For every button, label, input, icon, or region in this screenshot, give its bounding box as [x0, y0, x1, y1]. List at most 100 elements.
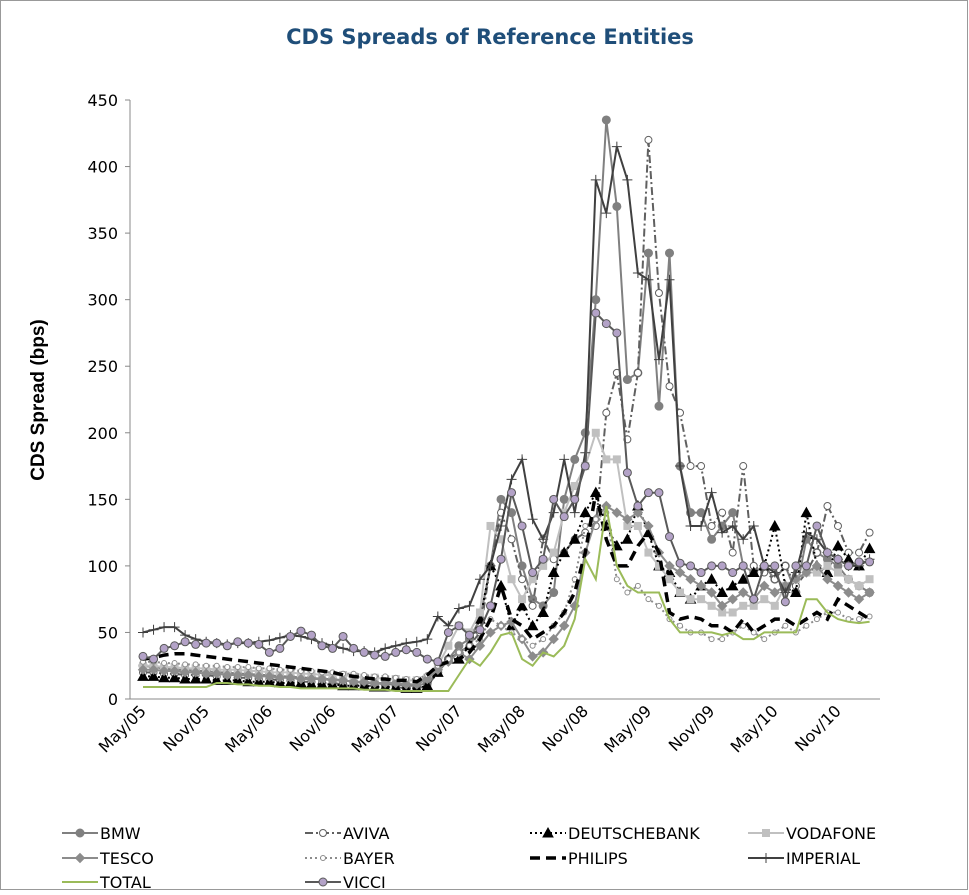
marker: [528, 568, 538, 578]
legend-item: VODAFONE: [748, 824, 876, 843]
marker: [295, 673, 307, 685]
marker: [285, 672, 296, 683]
marker: [507, 535, 516, 544]
marker: [622, 514, 633, 525]
marker: [737, 573, 750, 584]
marker: [853, 593, 865, 605]
marker: [264, 647, 274, 657]
marker: [275, 643, 285, 653]
marker: [654, 488, 664, 498]
marker: [485, 560, 496, 571]
marker: [601, 115, 611, 125]
marker: [854, 557, 864, 567]
marker: [654, 289, 663, 298]
legend-item: AVIVA: [305, 824, 390, 843]
legend-item: VICCI: [305, 873, 386, 892]
marker: [653, 354, 664, 365]
marker: [306, 673, 317, 685]
y-tick-label: 400: [87, 158, 118, 177]
marker: [568, 533, 581, 544]
marker: [865, 557, 875, 567]
marker: [148, 664, 159, 675]
marker: [612, 328, 622, 338]
marker: [549, 494, 559, 504]
marker: [474, 640, 486, 651]
marker: [705, 573, 718, 584]
marker: [643, 274, 654, 285]
marker: [540, 636, 547, 643]
marker: [677, 622, 684, 629]
legend-marker: [318, 877, 328, 887]
marker: [232, 669, 243, 681]
marker: [622, 468, 632, 478]
marker: [633, 521, 642, 530]
marker: [466, 642, 473, 649]
marker: [582, 522, 589, 529]
marker: [863, 542, 876, 554]
marker: [474, 574, 485, 585]
marker: [159, 643, 169, 653]
marker: [516, 599, 528, 611]
marker: [621, 533, 634, 544]
marker: [191, 639, 201, 649]
marker: [697, 595, 706, 604]
marker: [632, 268, 643, 279]
marker: [337, 675, 349, 686]
marker: [644, 135, 653, 144]
marker: [464, 630, 474, 640]
marker: [570, 494, 580, 504]
marker: [749, 594, 759, 604]
marker: [718, 508, 727, 517]
marker: [264, 635, 275, 646]
legend-marker: [542, 826, 554, 838]
marker: [537, 606, 549, 617]
y-tick-label: 150: [87, 490, 118, 509]
marker: [654, 401, 664, 411]
marker: [811, 560, 823, 572]
chart-title: CDS Spreads of Reference Entities: [286, 25, 694, 49]
marker: [591, 295, 601, 305]
marker: [401, 645, 411, 655]
marker: [719, 636, 726, 643]
marker: [601, 208, 612, 219]
marker: [800, 506, 813, 518]
marker: [591, 428, 600, 437]
marker: [633, 368, 642, 377]
marker: [665, 575, 674, 584]
marker: [475, 625, 485, 635]
marker: [727, 520, 738, 531]
marker: [517, 521, 527, 531]
marker: [211, 668, 222, 679]
marker: [338, 631, 348, 641]
marker: [485, 627, 496, 638]
marker: [338, 643, 349, 654]
marker: [611, 507, 623, 518]
marker: [590, 174, 601, 185]
marker: [591, 308, 601, 318]
marker: [559, 494, 569, 504]
marker: [169, 665, 180, 677]
marker: [822, 548, 832, 558]
marker: [349, 643, 359, 653]
legend-label: PHILIPS: [568, 849, 628, 868]
legend-label: BAYER: [343, 849, 395, 868]
marker: [266, 665, 273, 672]
marker: [369, 677, 380, 689]
marker: [685, 573, 696, 585]
marker: [549, 588, 559, 598]
marker: [602, 455, 611, 464]
marker: [844, 575, 853, 584]
marker: [253, 671, 265, 682]
y-tick-label: 50: [98, 623, 118, 642]
marker: [865, 575, 874, 584]
marker: [579, 506, 592, 518]
marker: [454, 621, 464, 631]
legend-label: AVIVA: [343, 824, 390, 843]
marker: [716, 600, 728, 612]
marker: [601, 319, 611, 329]
marker: [443, 627, 453, 637]
marker: [728, 608, 737, 617]
marker: [348, 676, 359, 687]
series-line: [143, 504, 871, 686]
marker: [633, 501, 643, 511]
